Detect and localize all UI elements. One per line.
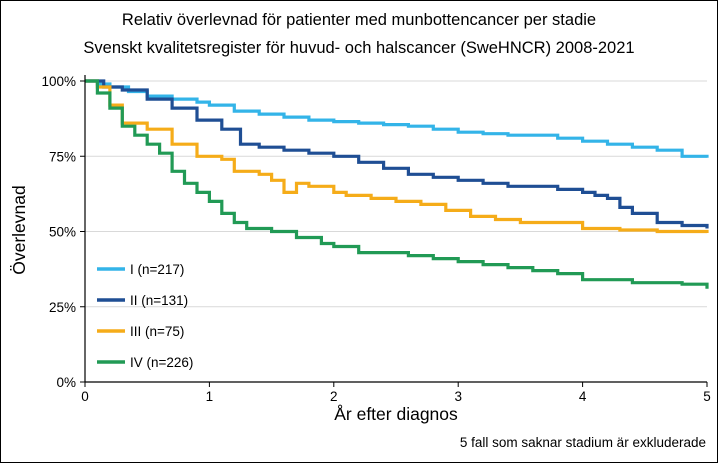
legend-label-2: II (n=131): [130, 293, 188, 308]
axes: [80, 75, 708, 387]
series-line-2: [85, 79, 709, 229]
gridlines: [85, 80, 707, 308]
series-lines: [85, 79, 709, 289]
x-tick-label: 5: [703, 389, 711, 404]
x-tick-label: 3: [454, 389, 462, 404]
footnote: 5 fall som saknar stadium är exkluderade: [460, 435, 706, 450]
legend-label-1: I (n=217): [130, 262, 184, 277]
legend-label-3: III (n=75): [130, 324, 184, 339]
x-tick-label: 4: [579, 389, 587, 404]
x-tick-label: 1: [206, 389, 214, 404]
y-tick-label: 75%: [49, 149, 76, 164]
series-line-3: [85, 79, 709, 234]
legend-label-4: IV (n=226): [130, 355, 193, 370]
x-tick-labels: 0 1 2 3 4 5: [81, 389, 711, 404]
y-tick-label: 0%: [56, 375, 76, 390]
chart-subtitle: Svenskt kvalitetsregister för huvud- och…: [83, 39, 634, 57]
x-tick-label: 2: [330, 389, 338, 404]
y-tick-label: 25%: [49, 300, 76, 315]
series-line-4: [85, 79, 709, 289]
y-tick-label: 100%: [41, 74, 76, 89]
y-tick-labels: 0% 25% 50% 75% 100%: [41, 74, 76, 390]
series-line-1: [85, 79, 709, 158]
x-axis-label: År efter diagnos: [334, 404, 458, 424]
y-axis-label: Överlevnad: [9, 185, 29, 275]
chart-title: Relativ överlevnad för patienter med mun…: [122, 11, 596, 29]
x-tick-label: 0: [81, 389, 89, 404]
legend: I (n=217) II (n=131) III (n=75) IV (n=226): [97, 262, 193, 370]
y-tick-label: 50%: [49, 225, 76, 240]
